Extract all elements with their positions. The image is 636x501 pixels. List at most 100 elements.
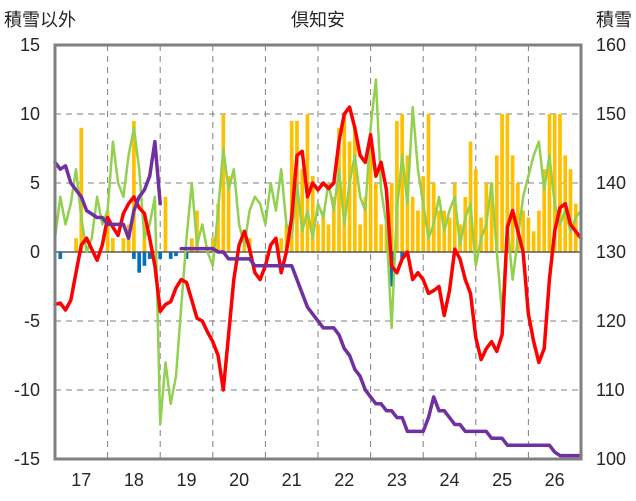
orange-bar xyxy=(521,210,525,252)
orange-bar xyxy=(310,176,315,252)
y-right-ticks: 100 110 120 130 140 150 160 xyxy=(596,35,626,469)
orange-bar xyxy=(279,238,284,252)
orange-bar xyxy=(121,238,126,252)
blue-bar xyxy=(158,252,163,259)
y-left-tick-label: 0 xyxy=(30,242,40,262)
orange-bar xyxy=(358,224,362,252)
lines xyxy=(53,78,583,458)
orange-bar xyxy=(558,114,562,252)
blue-bar xyxy=(132,252,136,259)
orange-bar xyxy=(216,203,220,252)
orange-bar xyxy=(447,217,452,252)
orange-bar xyxy=(105,210,110,252)
y-right-label: 積雪 xyxy=(596,10,632,31)
orange-bar xyxy=(210,238,215,252)
y-left-tick-label: -5 xyxy=(24,311,40,331)
orange-bar xyxy=(79,127,84,252)
orange-bar xyxy=(337,127,341,252)
orange-bar xyxy=(74,238,78,252)
orange-bar xyxy=(426,114,431,252)
orange-bar xyxy=(400,114,405,252)
x-tick-label: 20 xyxy=(229,470,249,490)
orange-bar xyxy=(163,196,168,252)
x-tick-label: 18 xyxy=(124,470,144,490)
y-right-tick-label: 130 xyxy=(596,242,626,262)
blue-bars xyxy=(58,252,405,287)
orange-bar xyxy=(468,141,473,252)
y-right-tick-label: 120 xyxy=(596,311,626,331)
orange-bar xyxy=(326,224,331,252)
orange-bar xyxy=(242,245,247,252)
orange-bar xyxy=(289,120,294,253)
orange-bar xyxy=(284,224,289,252)
y-right-tick-label: 110 xyxy=(596,380,625,400)
orange-bar xyxy=(352,127,357,252)
orange-bar xyxy=(494,155,499,252)
orange-bar xyxy=(552,114,557,252)
x-tick-label: 17 xyxy=(71,470,91,490)
y-left-tick-label: 5 xyxy=(30,173,40,193)
x-tick-label: 25 xyxy=(492,470,512,490)
orange-bar xyxy=(526,217,531,252)
y-left-tick-label: -15 xyxy=(14,449,40,469)
orange-bar xyxy=(374,183,378,252)
orange-bar xyxy=(452,183,457,252)
orange-bar xyxy=(342,114,347,252)
orange-bar xyxy=(379,224,383,252)
purple-line xyxy=(53,139,583,458)
blue-bar xyxy=(147,252,152,259)
orange-bar xyxy=(416,210,420,252)
orange-bar xyxy=(500,114,504,252)
plot-frame xyxy=(53,43,583,461)
orange-bar xyxy=(437,210,441,252)
red-line xyxy=(53,105,583,392)
orange-bar xyxy=(300,169,305,252)
orange-bar xyxy=(568,169,573,252)
y-left-tick-label: 10 xyxy=(20,104,40,124)
orange-bar xyxy=(189,238,194,252)
chart-title: 倶知安 xyxy=(291,10,345,31)
orange-bar xyxy=(363,196,368,252)
orange-bar xyxy=(463,196,468,252)
y-right-tick-label: 160 xyxy=(596,35,626,55)
y-left-ticks: -15 -10 -5 0 5 10 15 xyxy=(14,35,40,469)
blue-bar xyxy=(142,252,147,266)
x-tick-label: 22 xyxy=(334,470,354,490)
y-left-tick-label: -10 xyxy=(14,380,40,400)
y-right-tick-label: 140 xyxy=(596,173,626,193)
y-left-label: 積雪以外 xyxy=(4,10,76,31)
blue-bar xyxy=(58,252,63,259)
blue-bar xyxy=(137,252,142,273)
blue-bar xyxy=(184,252,189,259)
orange-bar xyxy=(395,120,399,253)
orange-bar xyxy=(368,141,373,252)
orange-bar xyxy=(547,114,552,252)
orange-bar xyxy=(111,238,115,252)
orange-bar xyxy=(331,196,336,252)
orange-bar xyxy=(431,183,436,252)
orange-bar xyxy=(316,224,320,252)
x-tick-label: 24 xyxy=(439,470,459,490)
green-line xyxy=(53,78,583,426)
y-left-tick-label: 15 xyxy=(20,35,40,55)
x-tick-label: 23 xyxy=(387,470,407,490)
orange-bar xyxy=(226,176,231,252)
x-ticks: 17 18 19 20 21 22 23 24 25 26 xyxy=(71,470,564,490)
orange-bar xyxy=(489,183,494,252)
y-right-tick-label: 150 xyxy=(596,104,626,124)
orange-bar xyxy=(389,183,394,252)
orange-bar xyxy=(531,231,536,252)
orange-bar xyxy=(516,183,520,252)
orange-bar xyxy=(542,169,547,252)
orange-bar xyxy=(321,210,326,252)
blue-bar xyxy=(174,252,178,257)
orange-bar xyxy=(573,203,578,252)
orange-bar xyxy=(473,169,478,252)
orange-bar xyxy=(510,155,515,252)
orange-bar xyxy=(347,141,352,252)
blue-bar xyxy=(168,252,173,259)
x-tick-label: 26 xyxy=(545,470,565,490)
orange-bar xyxy=(505,114,510,252)
orange-bar xyxy=(221,114,226,252)
